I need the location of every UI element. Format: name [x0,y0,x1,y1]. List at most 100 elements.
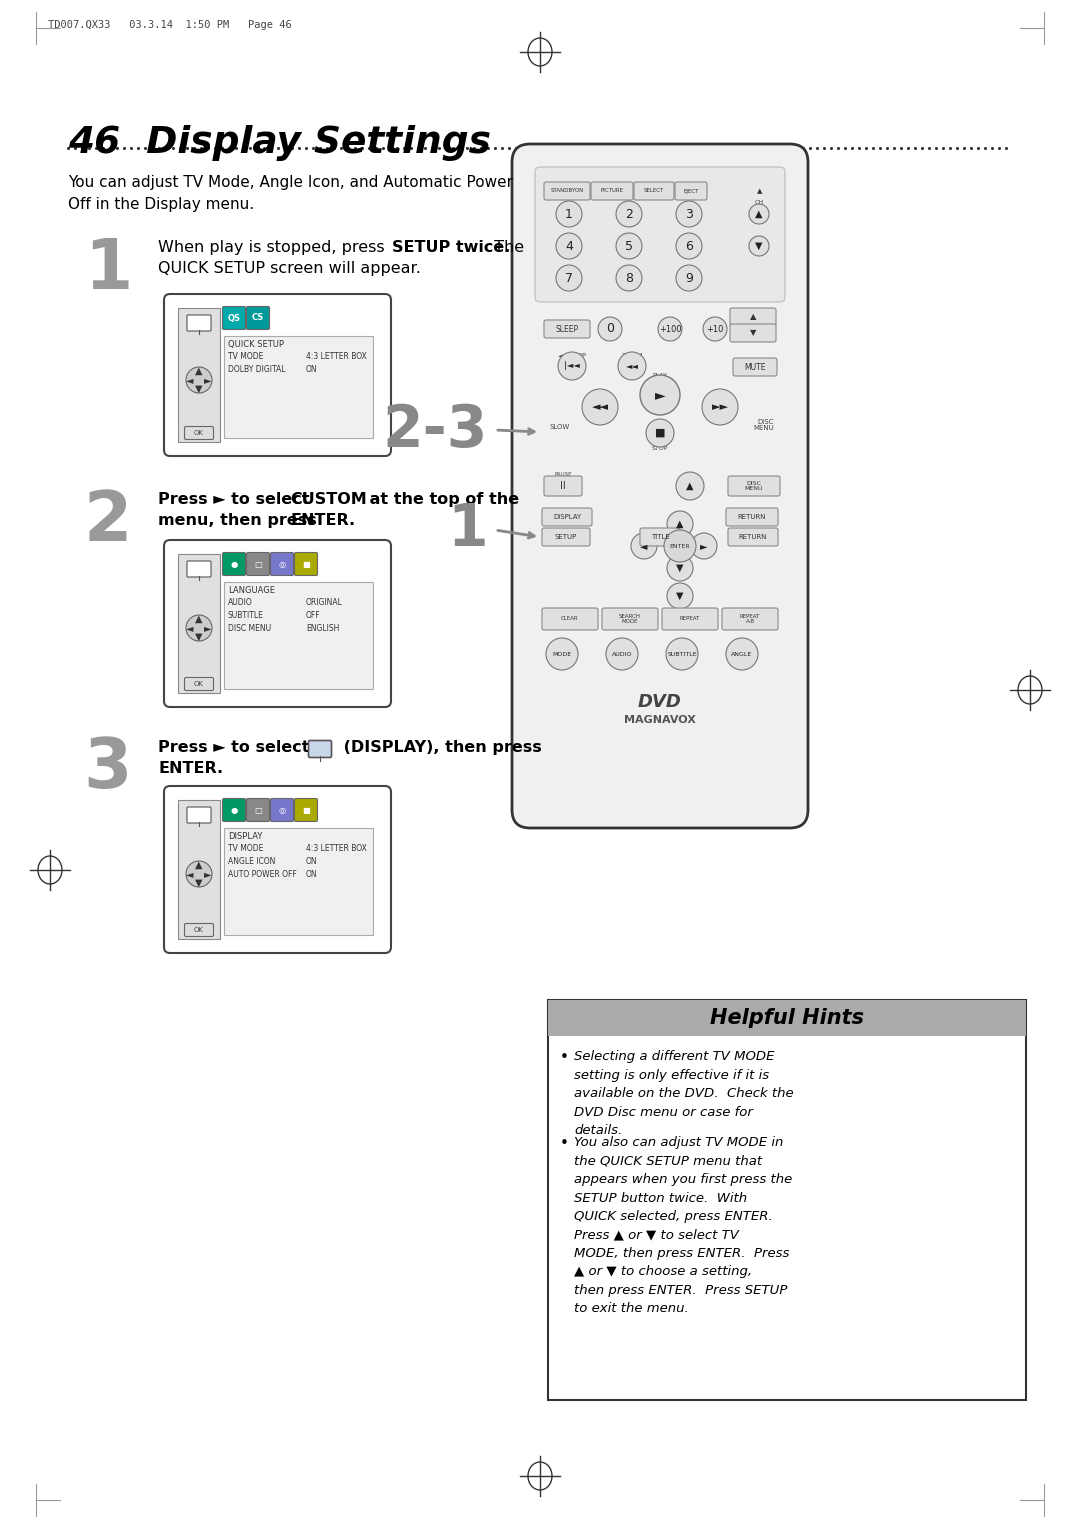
Circle shape [666,639,698,669]
Text: ◄◄: ◄◄ [625,362,638,370]
FancyBboxPatch shape [728,477,780,497]
Circle shape [558,351,586,380]
Text: You also can adjust TV MODE in
the QUICK SETUP menu that
appears when you first : You also can adjust TV MODE in the QUICK… [573,1135,793,1316]
Text: CLEAR: CLEAR [562,616,579,622]
FancyBboxPatch shape [542,608,598,630]
Text: ANGLE: ANGLE [731,651,753,657]
Text: Press ► to select: Press ► to select [158,740,321,755]
Circle shape [582,390,618,425]
Text: MODE: MODE [553,651,571,657]
FancyBboxPatch shape [728,529,778,545]
Circle shape [616,202,642,228]
Text: EJECT: EJECT [684,188,699,194]
FancyBboxPatch shape [164,539,391,707]
Text: ON: ON [306,869,318,879]
Text: TD007.QX33   03.3.14  1:50 PM   Page 46: TD007.QX33 03.3.14 1:50 PM Page 46 [48,20,292,31]
Text: RETURN: RETURN [739,533,767,539]
Text: ▼: ▼ [195,633,203,642]
Text: ▼: ▼ [750,329,756,338]
Text: ▲: ▲ [195,367,203,376]
Circle shape [691,533,717,559]
Text: 3: 3 [685,208,693,220]
Text: ZOOM: ZOOM [621,353,643,359]
Text: SUBTITLE: SUBTITLE [228,611,264,620]
Text: ■: ■ [302,559,310,568]
Text: Press ► to select: Press ► to select [158,492,315,507]
FancyBboxPatch shape [723,608,778,630]
FancyBboxPatch shape [187,315,211,332]
FancyBboxPatch shape [164,785,391,953]
FancyBboxPatch shape [246,799,270,822]
Text: OK: OK [194,681,204,688]
FancyBboxPatch shape [542,529,590,545]
Text: 1: 1 [447,501,488,559]
Text: When play is stopped, press: When play is stopped, press [158,240,390,255]
FancyBboxPatch shape [309,741,332,758]
Text: MAGNAVOX: MAGNAVOX [624,715,696,724]
Text: ◄: ◄ [640,541,648,552]
Text: SETUP: SETUP [555,533,577,539]
Circle shape [618,351,646,380]
Text: ◄◄ SKIP: ◄◄ SKIP [558,353,586,359]
Text: Selecting a different TV MODE
setting is only effective if it is
available on th: Selecting a different TV MODE setting is… [573,1050,794,1137]
Text: CS: CS [252,313,265,322]
Text: ENTER.: ENTER. [291,513,355,529]
Text: 2-3: 2-3 [382,402,488,458]
Text: MUTE: MUTE [744,362,766,371]
FancyBboxPatch shape [544,182,590,200]
Text: VOL: VOL [746,313,759,318]
Text: ▼: ▼ [195,384,203,394]
FancyBboxPatch shape [187,561,211,578]
Text: ►: ► [204,623,212,633]
Text: menu, then press: menu, then press [158,513,322,529]
Text: 5: 5 [625,240,633,252]
Text: II: II [561,481,566,490]
Text: SETUP twice.: SETUP twice. [392,240,511,255]
Text: REPEAT
A-B: REPEAT A-B [740,614,760,625]
Text: QUICK SETUP: QUICK SETUP [228,341,284,348]
Text: 4:3 LETTER BOX: 4:3 LETTER BOX [306,351,367,361]
Text: 3: 3 [84,735,132,802]
FancyBboxPatch shape [270,553,294,576]
Circle shape [658,316,681,341]
Text: DOLBY DIGITAL: DOLBY DIGITAL [228,365,285,374]
Text: ■: ■ [302,805,310,814]
Text: ▲: ▲ [195,860,203,869]
Text: ON: ON [306,365,318,374]
Text: ◄: ◄ [186,623,193,633]
Text: DISC
MENU: DISC MENU [745,481,764,492]
Text: 2: 2 [625,208,633,220]
Circle shape [631,533,657,559]
FancyBboxPatch shape [726,507,778,526]
Text: ▲: ▲ [676,520,684,529]
Text: REPEAT: REPEAT [679,616,700,622]
Text: QUICK SETUP screen will appear.: QUICK SETUP screen will appear. [158,261,421,277]
Circle shape [556,264,582,290]
Text: PLAY: PLAY [652,373,667,377]
Text: ●: ● [230,559,238,568]
Text: LANGUAGE: LANGUAGE [228,587,275,594]
Text: ▼: ▼ [676,591,684,601]
Text: ◎: ◎ [279,805,285,814]
Text: 46  Display Settings: 46 Display Settings [68,125,491,160]
Circle shape [667,555,693,581]
FancyBboxPatch shape [675,182,707,200]
Text: 4:3 LETTER BOX: 4:3 LETTER BOX [306,843,367,853]
Text: ▲: ▲ [755,209,762,219]
Text: ON: ON [306,857,318,866]
Bar [224,582,373,689]
Text: 2: 2 [84,487,132,555]
Circle shape [616,232,642,260]
Text: ENTER.: ENTER. [158,761,224,776]
Circle shape [676,202,702,228]
Circle shape [667,584,693,610]
Text: CUSTOM: CUSTOM [291,492,367,507]
Bar [178,309,220,442]
Circle shape [186,367,212,393]
Text: PAUSE: PAUSE [554,472,571,477]
Circle shape [598,316,622,341]
Text: OFF: OFF [306,611,321,620]
Circle shape [750,205,769,225]
FancyBboxPatch shape [246,307,270,330]
FancyBboxPatch shape [634,182,674,200]
